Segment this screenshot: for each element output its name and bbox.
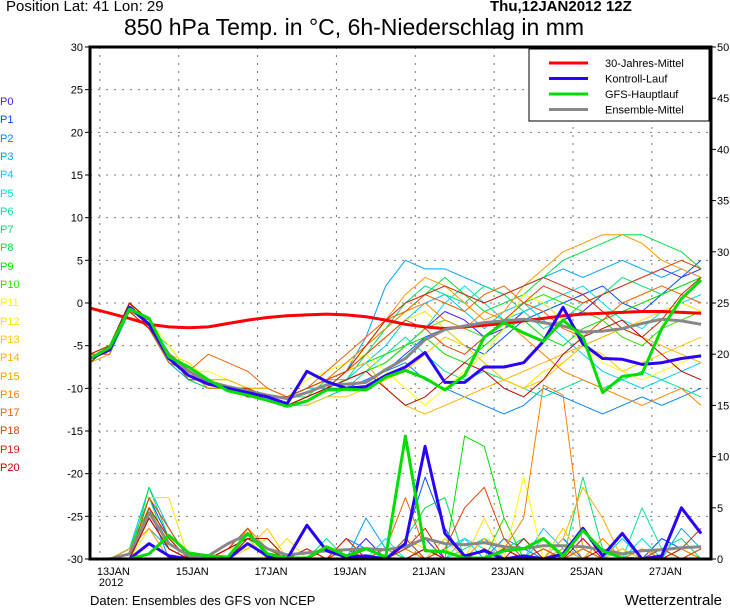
x-tick-label: 17JAN — [255, 566, 288, 578]
member-label-p13: P13 — [0, 333, 20, 346]
y-tick-label: -25 — [67, 511, 83, 523]
temp-line-30-jahres-mittel — [89, 306, 702, 331]
member-label-p0: P0 — [0, 96, 14, 108]
legend: 30-Jahres-Mittel Kontroll-Lauf GFS-Hauptla… — [528, 48, 710, 122]
y-tick-label: -10 — [67, 383, 83, 395]
legend-label: Ensemble-Mittel — [605, 105, 684, 117]
y-tick-label: 0 — [77, 298, 83, 310]
y-tick-label: 15 — [71, 170, 83, 182]
y2-tick-label: 10 — [717, 452, 729, 464]
y-tick-label: 25 — [71, 85, 83, 97]
y-tick-label: -30 — [67, 554, 83, 566]
y2-tick-label: 25 — [717, 298, 729, 310]
member-temp-line-p11 — [89, 294, 702, 406]
y2-tick-label: 0 — [717, 554, 723, 566]
y2-tick-label: 20 — [717, 349, 729, 361]
temp-line-kontroll-lauf — [89, 305, 702, 406]
run-date: Thu,12JAN2012 12Z — [490, 0, 632, 15]
y-tick-label: -15 — [67, 426, 83, 438]
member-label-p2: P2 — [0, 132, 14, 145]
member-label-p19: P19 — [0, 443, 20, 456]
y-tick-label: 5 — [77, 255, 83, 267]
member-label-p16: P16 — [0, 388, 20, 401]
data-source: Daten: Ensembles des GFS von NCEP — [90, 593, 316, 608]
member-label-p20: P20 — [0, 462, 20, 474]
member-label-p1: P1 — [0, 114, 14, 127]
member-label-p11: P11 — [0, 297, 19, 310]
member-temp-line-p18 — [89, 259, 702, 398]
member-label-p18: P18 — [0, 425, 20, 438]
member-label-p15: P15 — [0, 370, 20, 383]
legend-label: Kontroll-Lauf — [605, 74, 668, 86]
legend-label: 30-Jahres-Mittel — [605, 58, 684, 70]
member-label-p12: P12 — [0, 315, 20, 328]
y-tick-label: 30 — [71, 42, 83, 54]
member-label-p6: P6 — [0, 205, 14, 218]
x-tick-sublabel: 2012 — [99, 577, 123, 589]
x-tick-label: 15JAN — [176, 566, 209, 578]
plot-frame — [88, 45, 713, 561]
y2-tick-label: 30 — [717, 247, 729, 259]
temp-line-gfs-hauptlauf — [89, 278, 703, 408]
member-label-p3: P3 — [0, 150, 14, 163]
member-label-p9: P9 — [0, 260, 14, 273]
position-label: Position Lat: 41 Lon: 29 — [6, 0, 164, 15]
member-label-p10: P10 — [0, 279, 20, 291]
y2-tick-label: 35 — [717, 196, 729, 208]
y2-tick-label: 50 — [717, 42, 729, 54]
member-label-p8: P8 — [0, 242, 14, 255]
member-label-p17: P17 — [0, 407, 20, 420]
x-tick-label: 19JAN — [333, 566, 366, 578]
member-label-p14: P14 — [0, 352, 20, 365]
temp-line-ensemble-mittel — [89, 305, 702, 401]
member-temp-line-p9 — [89, 276, 702, 398]
x-tick-label: 13JAN — [97, 566, 130, 578]
member-label-p5: P5 — [0, 187, 14, 200]
brand-label: Wetterzentrale — [624, 592, 722, 609]
y-tick-label: -20 — [67, 469, 83, 481]
precip-line-gfs-hauptlauf — [90, 434, 702, 561]
y2-tick-label: 15 — [717, 400, 729, 412]
x-tick-label: 23JAN — [491, 566, 524, 578]
member-temp-line-p7 — [89, 276, 702, 398]
y-tick-label: 10 — [71, 213, 83, 225]
legend-label: GFS-Hauptlauf — [605, 89, 679, 101]
chart-title: 850 hPa Temp. in °C, 6h-Niederschlag in … — [124, 14, 585, 40]
x-tick-label: 25JAN — [570, 566, 603, 578]
y2-tick-label: 40 — [717, 144, 729, 156]
x-tick-label: 27JAN — [649, 566, 682, 578]
y-tick-label: 20 — [71, 127, 83, 139]
member-label-p7: P7 — [0, 224, 14, 237]
y2-tick-label: 45 — [717, 93, 729, 105]
x-tick-label: 21JAN — [412, 566, 445, 578]
member-label-p4: P4 — [0, 169, 14, 182]
y-tick-label: -5 — [73, 341, 83, 353]
y2-tick-label: 5 — [717, 503, 723, 515]
